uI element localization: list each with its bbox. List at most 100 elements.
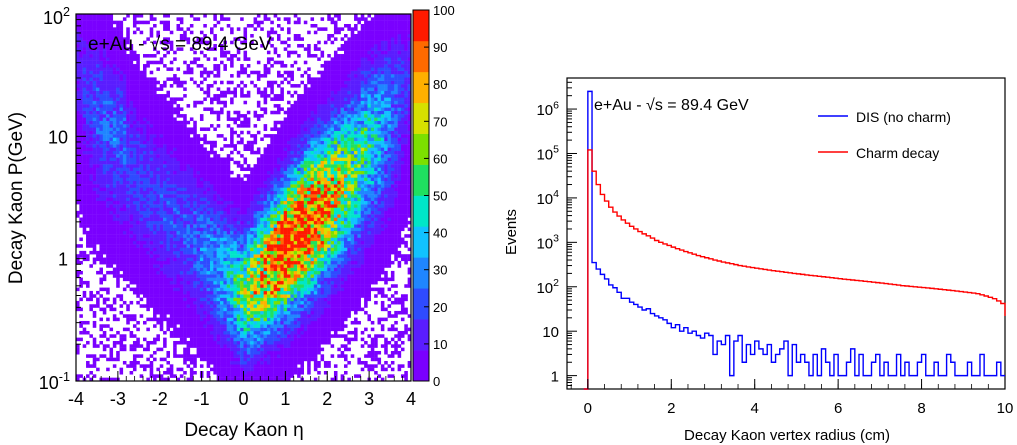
heatmap-cell — [176, 127, 181, 131]
heatmap-cell — [112, 27, 117, 31]
heatmap-cell — [159, 264, 164, 268]
heatmap-cell — [206, 287, 211, 292]
heatmap-cell — [189, 277, 194, 282]
heatmap-cell — [169, 150, 174, 155]
heatmap-cell — [173, 307, 177, 312]
heatmap-cell — [132, 70, 137, 75]
heatmap-cell — [106, 17, 110, 21]
heatmap-cell — [119, 104, 124, 108]
heatmap-cell — [263, 280, 268, 285]
heatmap-cell — [226, 324, 231, 328]
heatmap-cell — [189, 377, 194, 382]
heatmap-cell — [236, 74, 241, 78]
heatmap-cell — [126, 227, 130, 232]
heatmap-cell — [186, 297, 191, 302]
heatmap-cell — [243, 347, 248, 352]
heatmap-cell — [270, 200, 274, 205]
heatmap-cell — [263, 307, 268, 312]
heatmap-cell — [106, 107, 110, 111]
heatmap-cell — [122, 250, 127, 255]
heatmap-cell — [136, 177, 140, 182]
heatmap-cell — [82, 34, 87, 38]
heatmap-cell — [240, 327, 244, 332]
heatmap-cell — [199, 237, 204, 242]
heatmap-cell — [230, 30, 234, 35]
heatmap-cell — [86, 110, 90, 115]
heatmap-cell — [156, 297, 160, 302]
heatmap-cell — [116, 120, 120, 125]
heatmap-cell — [139, 114, 144, 118]
heatmap-cell — [166, 304, 170, 308]
heatmap-cell — [233, 337, 237, 342]
heatmap-cell — [122, 247, 127, 252]
heatmap-cell — [149, 130, 154, 135]
heatmap-cell — [243, 114, 248, 118]
heatmap-cell — [86, 114, 90, 118]
heatmap-cell — [126, 237, 130, 242]
heatmap-cell — [223, 287, 227, 292]
heatmap-cell — [260, 247, 264, 252]
heatmap-cell — [149, 107, 154, 111]
heatmap-cell — [76, 170, 80, 175]
heatmap-cell — [240, 297, 244, 302]
heatmap-cell — [179, 84, 184, 88]
heatmap-cell — [116, 210, 120, 215]
heatmap-cell — [112, 74, 117, 78]
heatmap-cell — [196, 297, 201, 302]
heatmap-cell — [176, 207, 181, 212]
heatmap-cell — [176, 307, 181, 312]
heatmap-cell — [96, 134, 100, 138]
heatmap-cell — [266, 200, 271, 205]
heatmap-cell — [79, 187, 83, 192]
heatmap-cell — [146, 37, 150, 41]
heatmap-cell — [122, 174, 127, 178]
heatmap-cell — [270, 37, 274, 41]
heatmap-cell — [273, 137, 278, 141]
heatmap-cell — [216, 284, 221, 288]
heatmap-cell — [176, 140, 181, 145]
heatmap-cell — [146, 247, 150, 252]
heatmap-cell — [116, 20, 120, 25]
heatmap-cell — [240, 220, 244, 225]
heatmap-cell — [236, 334, 241, 338]
heatmap-cell — [109, 137, 114, 141]
heatmap-cell — [139, 107, 144, 111]
heatmap-cell — [210, 177, 214, 182]
heatmap-cell — [203, 137, 207, 141]
heatmap-cell — [159, 207, 164, 212]
heatmap-cell — [82, 170, 87, 175]
heatmap-cell — [102, 220, 107, 225]
heatmap-cell — [79, 150, 83, 155]
heatmap-cell — [273, 210, 278, 215]
heatmap-cell — [136, 147, 140, 151]
heatmap-cell — [166, 197, 170, 202]
heatmap-cell — [206, 294, 211, 298]
heatmap-cell — [119, 87, 124, 91]
heatmap-cell — [273, 347, 278, 352]
heatmap-cell — [119, 100, 124, 105]
heatmap-cell — [220, 334, 224, 338]
heatmap-cell — [122, 230, 127, 235]
heatmap-cell — [169, 307, 174, 312]
heatmap-cell — [189, 227, 194, 232]
heatmap-cell — [263, 320, 268, 325]
heatmap-cell — [92, 234, 97, 238]
heatmap-cell — [116, 104, 120, 108]
heatmap-cell — [112, 50, 117, 55]
heatmap-cell — [153, 154, 157, 158]
heatmap-cell — [260, 197, 264, 202]
heatmap-cell — [196, 197, 201, 202]
heatmap-cell — [266, 217, 271, 222]
heatmap-cell — [253, 264, 258, 268]
heatmap-cell — [116, 34, 120, 38]
heatmap-cell — [129, 270, 134, 275]
heatmap-cell — [223, 187, 227, 192]
heatmap-cell — [92, 337, 97, 342]
heatmap-cell — [143, 77, 147, 81]
heatmap-cell — [230, 117, 234, 121]
heatmap-cell — [253, 197, 258, 202]
heatmap-cell — [196, 320, 201, 325]
heatmap-cell — [223, 244, 227, 248]
heatmap-cell — [199, 310, 204, 315]
heatmap-cell — [119, 210, 124, 215]
